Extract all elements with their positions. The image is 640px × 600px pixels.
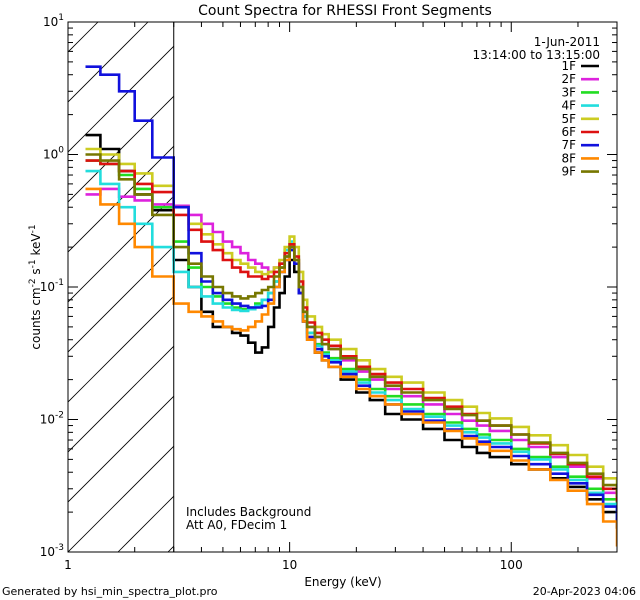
series-9F — [85, 153, 617, 497]
legend-label: 4F — [561, 99, 576, 113]
x-tick-label: 10 — [282, 558, 297, 572]
generated-by-note: Generated by hsi_min_spectra_plot.pro — [2, 585, 218, 598]
hatch-line — [618, 22, 640, 552]
axis-ticks — [67, 21, 618, 553]
hatch-line — [68, 395, 174, 503]
x-tick-label: 1 — [64, 558, 72, 572]
x-axis-label: Energy (keV) — [304, 575, 381, 589]
legend-label: 8F — [561, 151, 576, 165]
legend-label: 9F — [561, 165, 576, 179]
hatch-line — [518, 22, 640, 552]
legend-date: 1-Jun-2011 — [534, 35, 600, 49]
hatched-excluded-region — [68, 22, 640, 552]
hatch-line — [68, 195, 174, 303]
series-lines — [85, 65, 617, 547]
hatch-line — [268, 22, 640, 552]
hatch-line — [68, 245, 174, 353]
y-tick-label: 10-2 — [40, 411, 64, 427]
plot-frame — [67, 21, 618, 553]
series-5F — [85, 147, 617, 493]
annotation-background: Includes Background — [186, 505, 311, 519]
y-tick-label: 10-3 — [40, 543, 64, 559]
hatch-line — [68, 95, 174, 203]
legend-label: 2F — [561, 72, 576, 86]
y-tick-label: 101 — [43, 13, 64, 29]
annotation-attenuator: Att A0, FDecim 1 — [186, 518, 287, 532]
series-8F — [85, 187, 617, 547]
x-tick-label: 100 — [500, 558, 523, 572]
series-7F — [85, 65, 617, 522]
legend-label: 6F — [561, 125, 576, 139]
legend-label: 5F — [561, 112, 576, 126]
hatch-line — [68, 445, 174, 552]
legend-label: 1F — [561, 59, 576, 73]
legend-time-range: 13:14:00 to 13:15:00 — [473, 48, 600, 62]
axis-tick-labels: 1 10 100 10-3 10-2 10-1 100 101 — [40, 13, 523, 572]
series-4F — [85, 169, 617, 519]
hatch-line — [218, 22, 640, 552]
series-6F — [85, 159, 617, 502]
y-tick-label: 100 — [43, 146, 64, 162]
y-axis-label: counts cm-2 s-1 keV-1 — [28, 224, 43, 349]
chart-title: Count Spectra for RHESSI Front Segments — [198, 3, 492, 19]
hatch-line — [68, 45, 174, 153]
generation-timestamp: 20-Apr-2023 04:06 — [532, 585, 636, 598]
hatch-line — [418, 22, 640, 552]
legend-label: 3F — [561, 85, 576, 99]
legend-label: 7F — [561, 138, 576, 152]
y-tick-label: 10-1 — [40, 278, 64, 294]
